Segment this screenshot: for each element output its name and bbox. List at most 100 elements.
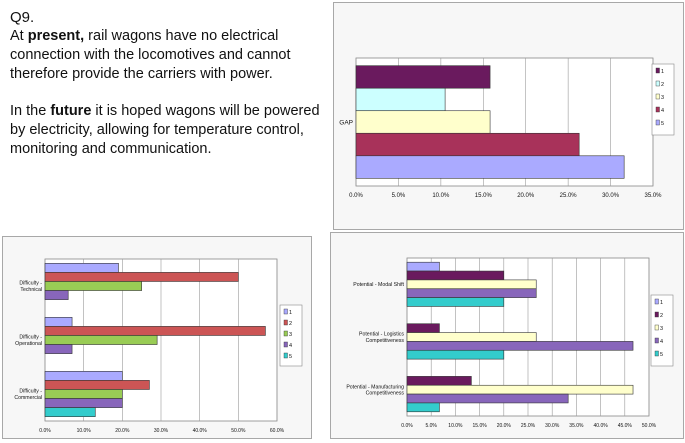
legend-swatch	[655, 106, 660, 113]
bar	[44, 407, 96, 417]
bar	[44, 281, 142, 291]
bar	[406, 402, 440, 413]
legend-swatch	[655, 93, 660, 100]
x-tick-label: 25.0%	[521, 423, 536, 429]
legend-label: 1	[660, 300, 663, 306]
category-label: Difficulty -Commercial	[14, 389, 42, 401]
bar	[406, 261, 440, 272]
x-tick-label: 50.0%	[642, 423, 657, 429]
bar	[406, 332, 537, 342]
future-post: it is hoped wagons will be powered by el…	[10, 103, 320, 157]
x-tick-label: 25.0%	[560, 193, 578, 199]
bar	[406, 270, 505, 281]
x-tick-label: 60.0%	[270, 428, 285, 434]
category-label: Difficulty -Technical	[19, 281, 42, 293]
x-tick-label: 15.0%	[475, 193, 493, 199]
category-label: Potential - Modal Shift	[353, 282, 404, 288]
x-tick-label: 40.0%	[594, 423, 609, 429]
future-paragraph: In the future it is hoped wagons will be…	[10, 102, 330, 159]
bar	[406, 376, 472, 386]
bar	[406, 393, 569, 404]
x-tick-label: 5.0%	[425, 423, 437, 429]
bar	[355, 110, 491, 134]
legend-label: 2	[661, 82, 664, 88]
legend-label: 4	[660, 339, 663, 345]
x-tick-label: 20.0%	[517, 193, 535, 199]
legend-label: 2	[660, 313, 663, 319]
bar	[406, 288, 537, 298]
legend-swatch	[654, 311, 659, 318]
x-tick-label: 40.0%	[193, 428, 208, 434]
category-label-line: Potential - Modal Shift	[353, 282, 404, 288]
present-paragraph: At present, rail wagons have no electric…	[10, 27, 330, 84]
legend-label: 1	[661, 69, 664, 75]
category-label-line: Commercial	[14, 395, 42, 401]
x-tick-label: 30.0%	[545, 423, 560, 429]
bar	[44, 398, 123, 408]
legend-label: 4	[661, 108, 664, 114]
x-tick-label: 20.0%	[115, 428, 130, 434]
category-label-line: Competitiveness	[366, 338, 405, 344]
gap-chart: 0.0% 5.0% 10.0% 15.0% 20.0% 25.0% 30.0% 35.0% GA…	[339, 57, 675, 199]
bar	[406, 341, 634, 351]
legend-label: 1	[289, 310, 292, 316]
bar	[44, 317, 73, 327]
x-tick-label: 5.0%	[392, 193, 406, 199]
bar	[44, 389, 123, 399]
x-tick-label: 0.0%	[401, 423, 413, 429]
future-pre: In the	[10, 103, 51, 119]
category-label-line: Potential - Manufacturing	[346, 384, 404, 390]
bar	[355, 132, 580, 157]
question-text: Q9. At present, rail wagons have no elec…	[10, 8, 330, 177]
category-label-line: Difficulty -	[19, 281, 42, 287]
present-bold: present,	[27, 28, 85, 44]
x-tick-label: 0.0%	[39, 428, 51, 434]
bar	[406, 323, 440, 333]
future-bold: future	[50, 103, 92, 119]
bar	[44, 290, 69, 300]
bar	[44, 272, 239, 282]
legend-label: 3	[289, 332, 292, 338]
x-tick-label: 45.0%	[618, 423, 633, 429]
bar	[44, 335, 158, 345]
legend-swatch	[655, 119, 660, 126]
bar	[44, 263, 119, 273]
bar	[406, 297, 505, 307]
bar	[355, 65, 491, 89]
legend-swatch	[655, 67, 660, 74]
category-label: Difficulty -Operational	[15, 335, 42, 347]
present-pre: At	[10, 28, 28, 44]
difficulty-chart: 0.0% 10.0% 20.0% 30.0% 40.0% 50.0% 60.0% Diffic…	[14, 258, 303, 434]
bar	[406, 384, 634, 395]
question-number: Q9.	[10, 9, 35, 26]
legend-swatch	[654, 337, 659, 344]
category-label-line: Operational	[15, 341, 42, 347]
x-tick-label: 10.0%	[77, 428, 92, 434]
category-label: Potential - Manufacturing Competitiveness	[346, 384, 404, 396]
legend-swatch	[283, 341, 288, 348]
category-label-line: Potential - Logistics	[359, 332, 404, 338]
x-tick-label: 10.0%	[432, 193, 450, 199]
difficulty-chart-panel: 0.0% 10.0% 20.0% 30.0% 40.0% 50.0% 60.0% Diffic…	[2, 236, 312, 439]
bar	[406, 349, 505, 360]
legend-swatch	[654, 298, 659, 305]
bar	[355, 155, 625, 179]
category-label: Potential - Logistics Competitiveness	[359, 332, 404, 344]
potential-chart-panel: 0.0% 5.0% 10.0% 15.0% 20.0% 25.0% 30.0% 35.0% 40…	[330, 232, 684, 439]
x-tick-label: 15.0%	[473, 423, 488, 429]
legend-swatch	[283, 319, 288, 326]
x-tick-label: 20.0%	[497, 423, 512, 429]
legend-label: 5	[661, 121, 664, 127]
legend-label: 3	[661, 95, 664, 101]
x-tick-label: 30.0%	[602, 193, 620, 199]
legend-label: 4	[289, 343, 292, 349]
present-post: rail wagons have no electrical connectio…	[10, 28, 291, 82]
bar	[44, 380, 150, 390]
bar	[44, 344, 73, 354]
category-label-line: Technical	[20, 287, 42, 293]
x-tick-label: 50.0%	[231, 428, 246, 434]
category-label-line: GAP	[339, 119, 353, 126]
gap-chart-panel: 0.0% 5.0% 10.0% 15.0% 20.0% 25.0% 30.0% 35.0% GA…	[333, 2, 684, 230]
legend-label: 5	[660, 352, 663, 358]
legend-label: 5	[289, 354, 292, 360]
